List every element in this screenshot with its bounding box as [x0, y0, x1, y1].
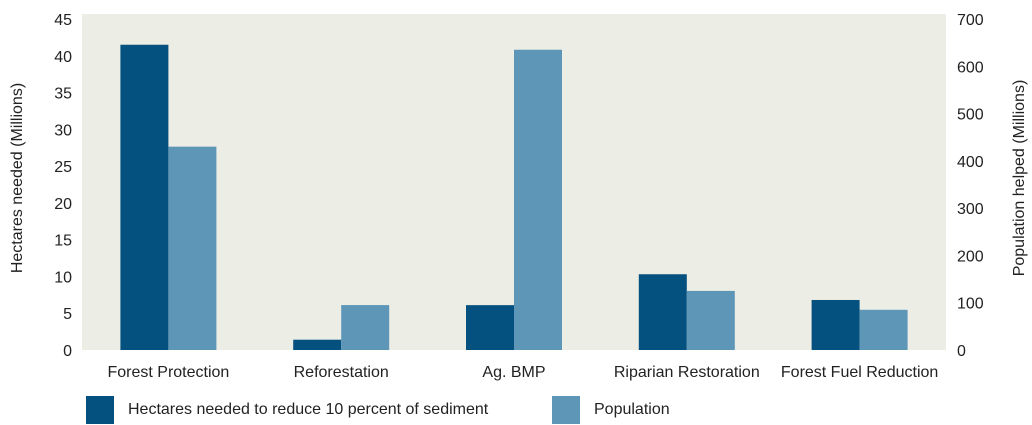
bar-population — [686, 290, 735, 350]
left-axis-ticks: 0 5 10 15 20 25 30 35 40 45 — [54, 12, 72, 360]
right-tick-label: 700 — [957, 12, 984, 29]
bar-population — [514, 49, 562, 350]
left-tick-label: 0 — [63, 343, 72, 360]
left-tick-label: 20 — [54, 196, 72, 213]
category-label: Ag. BMP — [482, 364, 545, 381]
right-tick-label: 200 — [957, 248, 984, 265]
category-label: Riparian Restoration — [614, 364, 760, 381]
bars-group — [120, 44, 908, 350]
legend-swatch-population — [552, 396, 580, 424]
legend: Hectares needed to reduce 10 percent of … — [86, 396, 670, 424]
right-tick-label: 500 — [957, 107, 984, 124]
right-tick-label: 100 — [957, 296, 984, 313]
bar-population — [168, 146, 217, 350]
right-axis-ticks: 0 100 200 300 400 500 600 700 — [957, 12, 984, 360]
legend-label-population: Population — [594, 401, 670, 418]
category-label: Forest Fuel Reduction — [781, 364, 938, 381]
bar-hectares — [466, 305, 514, 350]
left-tick-label: 40 — [54, 49, 72, 66]
left-tick-label: 45 — [54, 12, 72, 29]
bar-hectares — [811, 299, 860, 350]
right-tick-label: 600 — [957, 59, 984, 76]
left-axis-title: Hectares needed (Millions) — [9, 83, 26, 273]
left-tick-label: 35 — [54, 86, 72, 103]
bar-hectares — [293, 339, 342, 350]
bar-hectares — [638, 274, 687, 350]
legend-swatch-hectares — [86, 396, 114, 424]
left-tick-label: 10 — [54, 269, 72, 286]
bar-chart: 0 5 10 15 20 25 30 35 40 45 0 100 200 300 400 500 600 70… — [9, 12, 1028, 381]
legend-item-population: Population — [552, 396, 670, 424]
category-label: Forest Protection — [107, 364, 229, 381]
right-tick-label: 300 — [957, 201, 984, 218]
category-labels: Forest Protection Reforestation Ag. BMP Rip… — [107, 364, 938, 381]
left-tick-label: 25 — [54, 159, 72, 176]
left-tick-label: 15 — [54, 233, 72, 250]
bar-population — [341, 305, 390, 350]
left-tick-label: 30 — [54, 122, 72, 139]
category-label: Reforestation — [294, 364, 389, 381]
bar-population — [859, 309, 908, 350]
legend-item-hectares: Hectares needed to reduce 10 percent of … — [86, 396, 552, 424]
left-tick-label: 5 — [63, 306, 72, 323]
bar-hectares — [120, 44, 169, 350]
legend-label-hectares: Hectares needed to reduce 10 percent of … — [128, 401, 489, 418]
right-tick-label: 0 — [957, 343, 966, 360]
right-axis-title: Population helped (Millions) — [1011, 80, 1028, 277]
right-tick-label: 400 — [957, 154, 984, 171]
